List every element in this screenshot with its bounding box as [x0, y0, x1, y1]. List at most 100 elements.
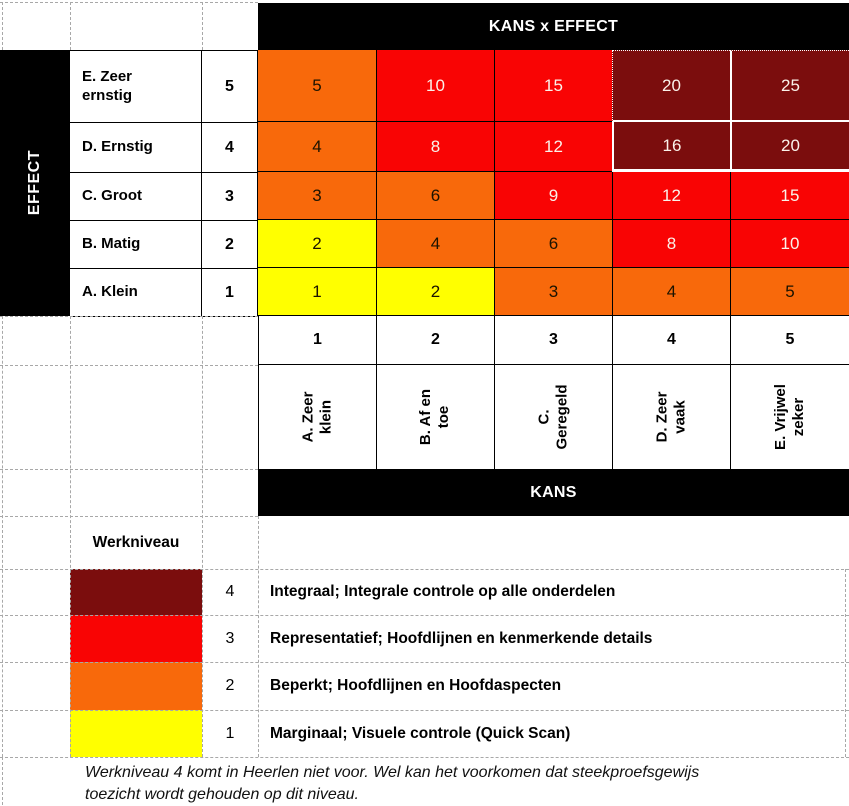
effect-row-label: E. Zeer ernstig: [70, 51, 202, 123]
risk-cell: 9: [494, 172, 612, 220]
kans-category-label: D. Zeer vaak: [653, 391, 689, 443]
kans-number: 4: [612, 316, 730, 365]
kans-axis-bar: KANS: [258, 469, 849, 516]
kans-category-label: E. Vrijwel zeker: [772, 384, 807, 450]
gridline: [2, 757, 3, 805]
effect-row-labels: E. Zeer ernstig D. Ernstig C. Groot B. Mati…: [70, 50, 202, 317]
risk-cell: 15: [494, 50, 612, 122]
risk-cell: 1: [258, 268, 376, 316]
legend-swatch: [70, 710, 202, 757]
legend-descriptions: Integraal; Integrale controle op alle on…: [270, 569, 845, 757]
kans-category: B. Af en toe: [376, 365, 494, 469]
risk-cell: 4: [376, 220, 494, 268]
matrix-title: KANS x EFFECT: [488, 17, 619, 35]
risk-cell: 3: [494, 268, 612, 316]
gridline: [845, 569, 846, 757]
kans-category: C. Geregeld: [494, 365, 612, 469]
kans-number: 5: [730, 316, 849, 365]
matrix-row: 2 4 6 8 10: [258, 220, 849, 268]
risk-cell: 25: [730, 50, 849, 122]
legend-description: Marginaal; Visuele controle (Quick Scan): [270, 724, 571, 742]
footnote-line-2: toezicht wordt gehouden op dit niveau.: [85, 786, 359, 803]
effect-row-number: 2: [202, 221, 258, 269]
matrix-row: 5 10 15 20 25: [258, 50, 849, 122]
risk-cell: 2: [376, 268, 494, 316]
risk-cell: 5: [730, 268, 849, 316]
risk-matrix: 5 10 15 20 25 4 8 12 16 20 3 6 9 12 15 2 4 6 8 10 1 2 3 4 5: [258, 50, 849, 316]
risk-cell: 8: [612, 220, 730, 268]
gridline: [0, 316, 258, 317]
legend-levels: 4 3 2 1: [202, 569, 258, 757]
risk-cell: 5: [258, 50, 376, 122]
risk-cell: 8: [376, 122, 494, 172]
risk-cell: 6: [376, 172, 494, 220]
risk-cell: 4: [258, 122, 376, 172]
legend-swatch: [70, 615, 202, 662]
risk-cell: 2: [258, 220, 376, 268]
legend-swatch: [70, 662, 202, 710]
kans-number: 3: [494, 316, 612, 365]
effect-row-label: D. Ernstig: [70, 123, 202, 173]
gridline: [0, 2, 258, 3]
gridline: [202, 316, 203, 757]
effect-row-number: 4: [202, 123, 258, 173]
risk-cell: 4: [612, 268, 730, 316]
legend-description: Representatief; Hoofdlijnen en kenmerken…: [270, 629, 653, 647]
gridline: [2, 316, 3, 757]
legend-level: 1: [225, 724, 235, 742]
kans-number: 2: [376, 316, 494, 365]
gridline: [0, 710, 849, 711]
legend-level: 2: [225, 677, 235, 694]
effect-row-number: 3: [202, 173, 258, 221]
kans-category-label: B. Af en toe: [417, 388, 453, 446]
legend-level: 4: [225, 583, 235, 600]
risk-cell: 16: [612, 122, 730, 172]
gridline: [258, 516, 259, 757]
kans-category: E. Vrijwel zeker: [730, 365, 849, 469]
kans-axis-categories: A. Zeer klein B. Af en toe C. Geregeld D. Z…: [258, 365, 849, 469]
matrix-row: 4 8 12 16 20: [258, 122, 849, 172]
gridline: [70, 316, 71, 757]
risk-cell: 12: [612, 172, 730, 220]
risk-cell: 20: [612, 50, 730, 122]
effect-row-label: C. Groot: [70, 173, 202, 221]
kans-category: A. Zeer klein: [258, 365, 376, 469]
legend-swatches: [70, 569, 202, 757]
kans-number: 1: [258, 316, 376, 365]
risk-cell: 6: [494, 220, 612, 268]
effect-row-label: A. Klein: [70, 269, 202, 317]
kans-axis-label: KANS: [530, 483, 577, 501]
legend-level: 3: [225, 629, 235, 647]
gridline: [0, 662, 849, 663]
risk-cell: 10: [376, 50, 494, 122]
gridline: [0, 615, 849, 616]
matrix-title-bar: KANS x EFFECT: [258, 3, 849, 50]
kans-category-label: C. Geregeld: [535, 384, 571, 450]
gridline: [2, 2, 3, 50]
gridline: [0, 365, 258, 366]
gridline: [0, 469, 258, 470]
risk-cell: 12: [494, 122, 612, 172]
effect-axis-label: EFFECT: [26, 150, 44, 216]
legend-description: Beperkt; Hoofdlijnen en Hoofdaspecten: [270, 677, 562, 694]
legend-description: Integraal; Integrale controle op alle on…: [270, 583, 616, 600]
gridline: [70, 2, 71, 50]
legend-swatch: [70, 569, 202, 615]
risk-cell: 20: [730, 122, 849, 172]
legend-title: Werkniveau: [92, 533, 180, 551]
gridline: [0, 569, 849, 570]
gridline: [0, 516, 258, 517]
gridline: [202, 2, 203, 50]
effect-row-label: B. Matig: [70, 221, 202, 269]
kans-category: D. Zeer vaak: [612, 365, 730, 469]
footnote: Werkniveau 4 komt in Heerlen niet voor. …: [85, 762, 845, 806]
footnote-line-1: Werkniveau 4 komt in Heerlen niet voor. …: [85, 764, 700, 781]
gridline: [0, 757, 849, 758]
risk-cell: 15: [730, 172, 849, 220]
risk-cell: 3: [258, 172, 376, 220]
effect-row-number: 5: [202, 51, 258, 123]
effect-axis-bar: EFFECT: [0, 50, 70, 316]
